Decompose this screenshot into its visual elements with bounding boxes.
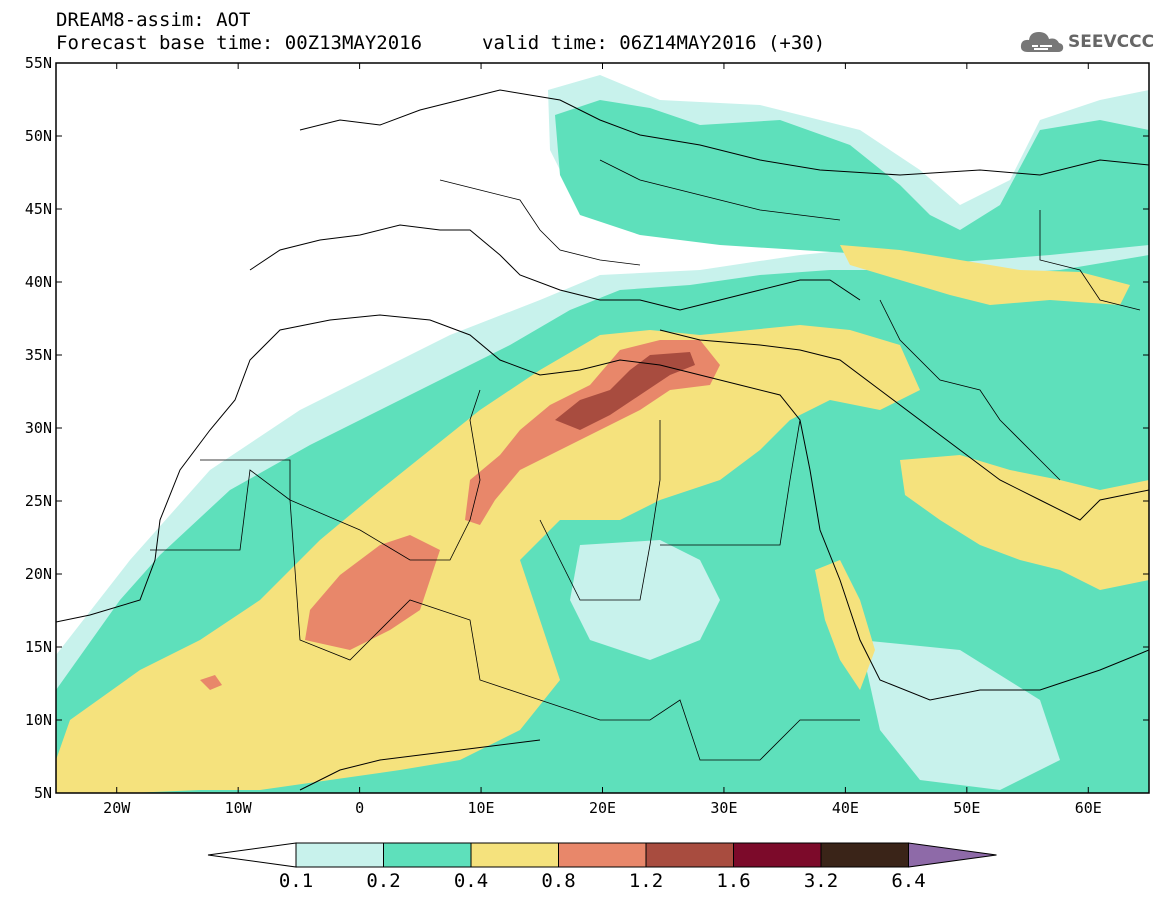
lon-label: 10E — [468, 799, 495, 817]
latitude-axis: 55N 50N 45N 40N 35N 30N 25N 20N 15N 10N 5N — [25, 54, 1149, 802]
lon-label: 10W — [225, 799, 253, 817]
lat-label: 20N — [25, 565, 52, 583]
lat-label: 35N — [25, 346, 52, 364]
forecast-base-time: Forecast base time: 00Z13MAY2016 — [56, 32, 423, 54]
colorbar-swatch — [470, 842, 559, 868]
valid-time: valid time: 06Z14MAY2016 (+30) — [482, 32, 826, 54]
seevccc-logo: SEEVCCC — [1018, 24, 1158, 60]
aot-hole-clear-2 — [860, 640, 1060, 790]
aot-band-0.8-spot — [200, 675, 222, 690]
aot-band-0.8 — [305, 535, 440, 650]
colorbar-swatch — [820, 842, 909, 868]
colorbar-label: 3.2 — [804, 870, 838, 892]
country-borders — [150, 159, 1141, 761]
cloud-icon — [1020, 32, 1064, 52]
aot-band-0.8-plume — [465, 340, 720, 525]
lat-label: 30N — [25, 419, 52, 437]
lat-label: 50N — [25, 127, 52, 145]
lat-label: 10N — [25, 711, 52, 729]
colorbar-label: 0.1 — [279, 870, 313, 892]
aot-band-0.4-east — [900, 455, 1149, 590]
aot-band-0.4 — [56, 325, 920, 793]
lat-label: 40N — [25, 273, 52, 291]
aot-band-0.4-caucasus — [840, 245, 1130, 305]
lon-label: 20E — [589, 799, 616, 817]
aot-band-0.2-north — [555, 100, 1149, 262]
colorbar-label: 0.4 — [454, 870, 488, 892]
aot-band-1.2 — [555, 352, 695, 430]
colorbar-swatch — [645, 842, 734, 868]
lon-label: 50E — [953, 799, 980, 817]
lat-label: 25N — [25, 492, 52, 510]
lon-label: 30E — [710, 799, 737, 817]
lat-label: 55N — [25, 54, 52, 72]
colorbar-swatch — [295, 842, 384, 868]
colorbar-high-arrow — [908, 842, 997, 868]
colorbar-label: 0.8 — [541, 870, 575, 892]
colorbar-swatch — [558, 842, 647, 868]
aot-shading — [56, 63, 1149, 793]
colorbar-swatch — [733, 842, 822, 868]
lon-label: 20W — [103, 799, 131, 817]
coastlines — [56, 89, 1149, 791]
longitude-axis: 20W 10W 0 10E 20E 30E 40E 50E 60E — [103, 63, 1102, 817]
aot-hole-clear — [570, 540, 720, 660]
lat-label: 15N — [25, 638, 52, 656]
map-title: DREAM8-assim: AOT — [56, 9, 251, 31]
colorbar-label: 6.4 — [891, 870, 925, 892]
aot-colorbar: 0.1 0.2 0.4 0.8 1.2 1.6 3.2 6.4 — [207, 842, 997, 892]
lon-label: 40E — [832, 799, 859, 817]
colorbar-swatch — [383, 842, 472, 868]
colorbar-label: 1.6 — [716, 870, 750, 892]
lon-label: 60E — [1075, 799, 1102, 817]
colorbar-label: 1.2 — [629, 870, 663, 892]
colorbar-label: 0.2 — [366, 870, 400, 892]
lon-label: 0 — [355, 799, 364, 817]
lat-label: 5N — [34, 784, 52, 802]
logo-text: SEEVCCC — [1068, 32, 1155, 52]
aot-band-0.4-redsea — [815, 560, 875, 690]
colorbar-low-arrow — [207, 842, 297, 868]
lat-label: 45N — [25, 200, 52, 218]
